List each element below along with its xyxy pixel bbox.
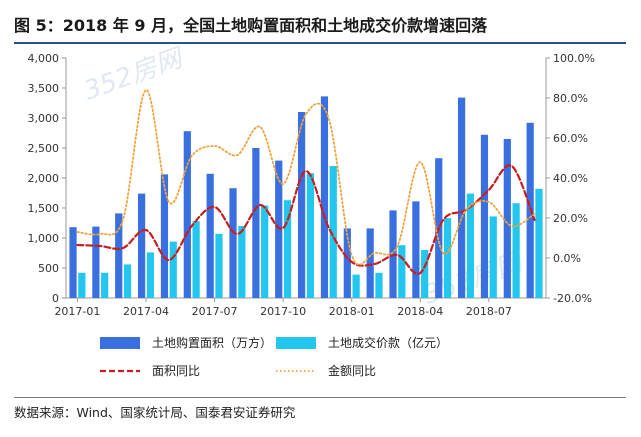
x-tick-label: 2018-07 [466,305,512,318]
chart-canvas: 352房网352房网 05001,0001,5002,0002,5003,000… [28,43,595,378]
bar-land-area [115,213,123,298]
source-divider [14,397,626,398]
right-y-tick-label: 60.0% [553,132,588,145]
left-y-tick-label: 1,500 [28,202,60,215]
bar-land-price [535,188,543,298]
bar-land-price [421,250,429,298]
bar-land-price [215,233,223,298]
data-source-note: 数据来源：Wind、国家统计局、国泰君安证券研究 [14,405,296,420]
right-y-tick-label: 100.0% [553,52,595,65]
x-tick-label: 2018-01 [329,305,375,318]
legend-label: 面积同比 [152,364,200,378]
legend-swatch [100,337,140,349]
bar-series [69,96,543,299]
bar-land-area [160,174,169,298]
x-tick-label: 2017-01 [54,305,100,318]
legend-label: 土地购置面积（万方） [152,335,272,350]
bar-land-area [138,193,146,298]
bar-land-price [512,203,520,298]
legend-item: 面积同比 [100,364,200,378]
left-y-tick-label: 2,500 [28,142,60,155]
x-tick-label: 2018-04 [397,305,443,318]
bar-land-area [503,139,511,298]
bar-land-price [146,252,154,298]
legend-item: 金额同比 [276,363,376,378]
left-y-tick-label: 3,500 [28,82,60,95]
bar-land-price [352,274,360,298]
bar-land-area [343,228,351,298]
left-y-tick-label: 0 [52,292,59,305]
bar-land-price [443,218,452,298]
bar-land-price [489,216,497,298]
title-underline [14,42,626,44]
bar-land-price [192,221,200,298]
bar-land-price [101,272,109,298]
chart-axes: 0 500 1,000 1,500 2,000 2,500 3,000 3,500 4,000 -… [28,52,595,318]
bar-land-area [298,112,306,298]
watermark-text: 352房网 [80,43,189,107]
legend-label: 土地成交价款（亿元） [328,335,448,350]
bar-land-area [412,201,420,298]
bar-land-area [206,173,214,298]
left-y-tick-label: 2,000 [28,172,60,185]
bar-land-area [275,160,283,298]
right-y-tick-label: 20.0% [553,212,588,225]
bar-land-area [252,148,260,298]
bar-land-price [306,173,314,298]
bar-land-price [283,200,292,298]
x-tick-label: 2017-07 [192,305,238,318]
legend-label: 金额同比 [328,363,376,378]
right-y-tick-label: 80.0% [553,92,588,105]
bar-land-price [169,241,177,298]
bar-land-price [398,245,406,298]
line-series [76,89,536,276]
bar-land-price [261,205,269,298]
bar-land-area [183,131,191,298]
left-y-tick-label: 1,000 [28,232,60,245]
chart-title: 图 5：2018 年 9 月，全国土地购置面积和土地成交价款增速回落 [14,16,488,35]
bar-land-area [69,227,77,298]
bar-land-area [458,97,466,298]
bar-land-price [78,272,86,298]
x-tick-label: 2017-04 [123,305,169,318]
legend-item: 土地购置面积（万方） [100,335,272,350]
left-y-tick-label: 3,000 [28,112,60,125]
bar-land-area [366,228,374,298]
bar-land-area [229,188,237,298]
bar-land-area [92,226,100,298]
figure-header: 图 5：2018 年 9 月，全国土地购置面积和土地成交价款增速回落 [14,6,626,44]
right-y-tick-label: 40.0% [553,172,588,185]
bar-land-price [238,226,246,298]
bar-land-area [320,96,329,299]
right-y-tick-label: 0.0% [553,252,581,265]
chart-legend: 土地购置面积（万方） 土地成交价款（亿元） 面积同比 金额同比 [100,335,448,378]
bar-land-price [329,166,337,298]
left-y-tick-label: 500 [38,262,59,275]
bar-land-price [123,264,132,298]
right-y-tick-label: -20.0% [553,292,592,305]
bar-land-area [480,134,489,298]
x-tick-label: 2017-10 [260,305,306,318]
legend-swatch [276,337,316,349]
bar-land-price [466,193,474,298]
bar-land-price [375,272,383,298]
line-area-yoy [76,164,536,276]
left-y-tick-label: 4,000 [28,52,60,65]
legend-item: 土地成交价款（亿元） [276,335,448,350]
line-price-yoy [76,89,536,266]
